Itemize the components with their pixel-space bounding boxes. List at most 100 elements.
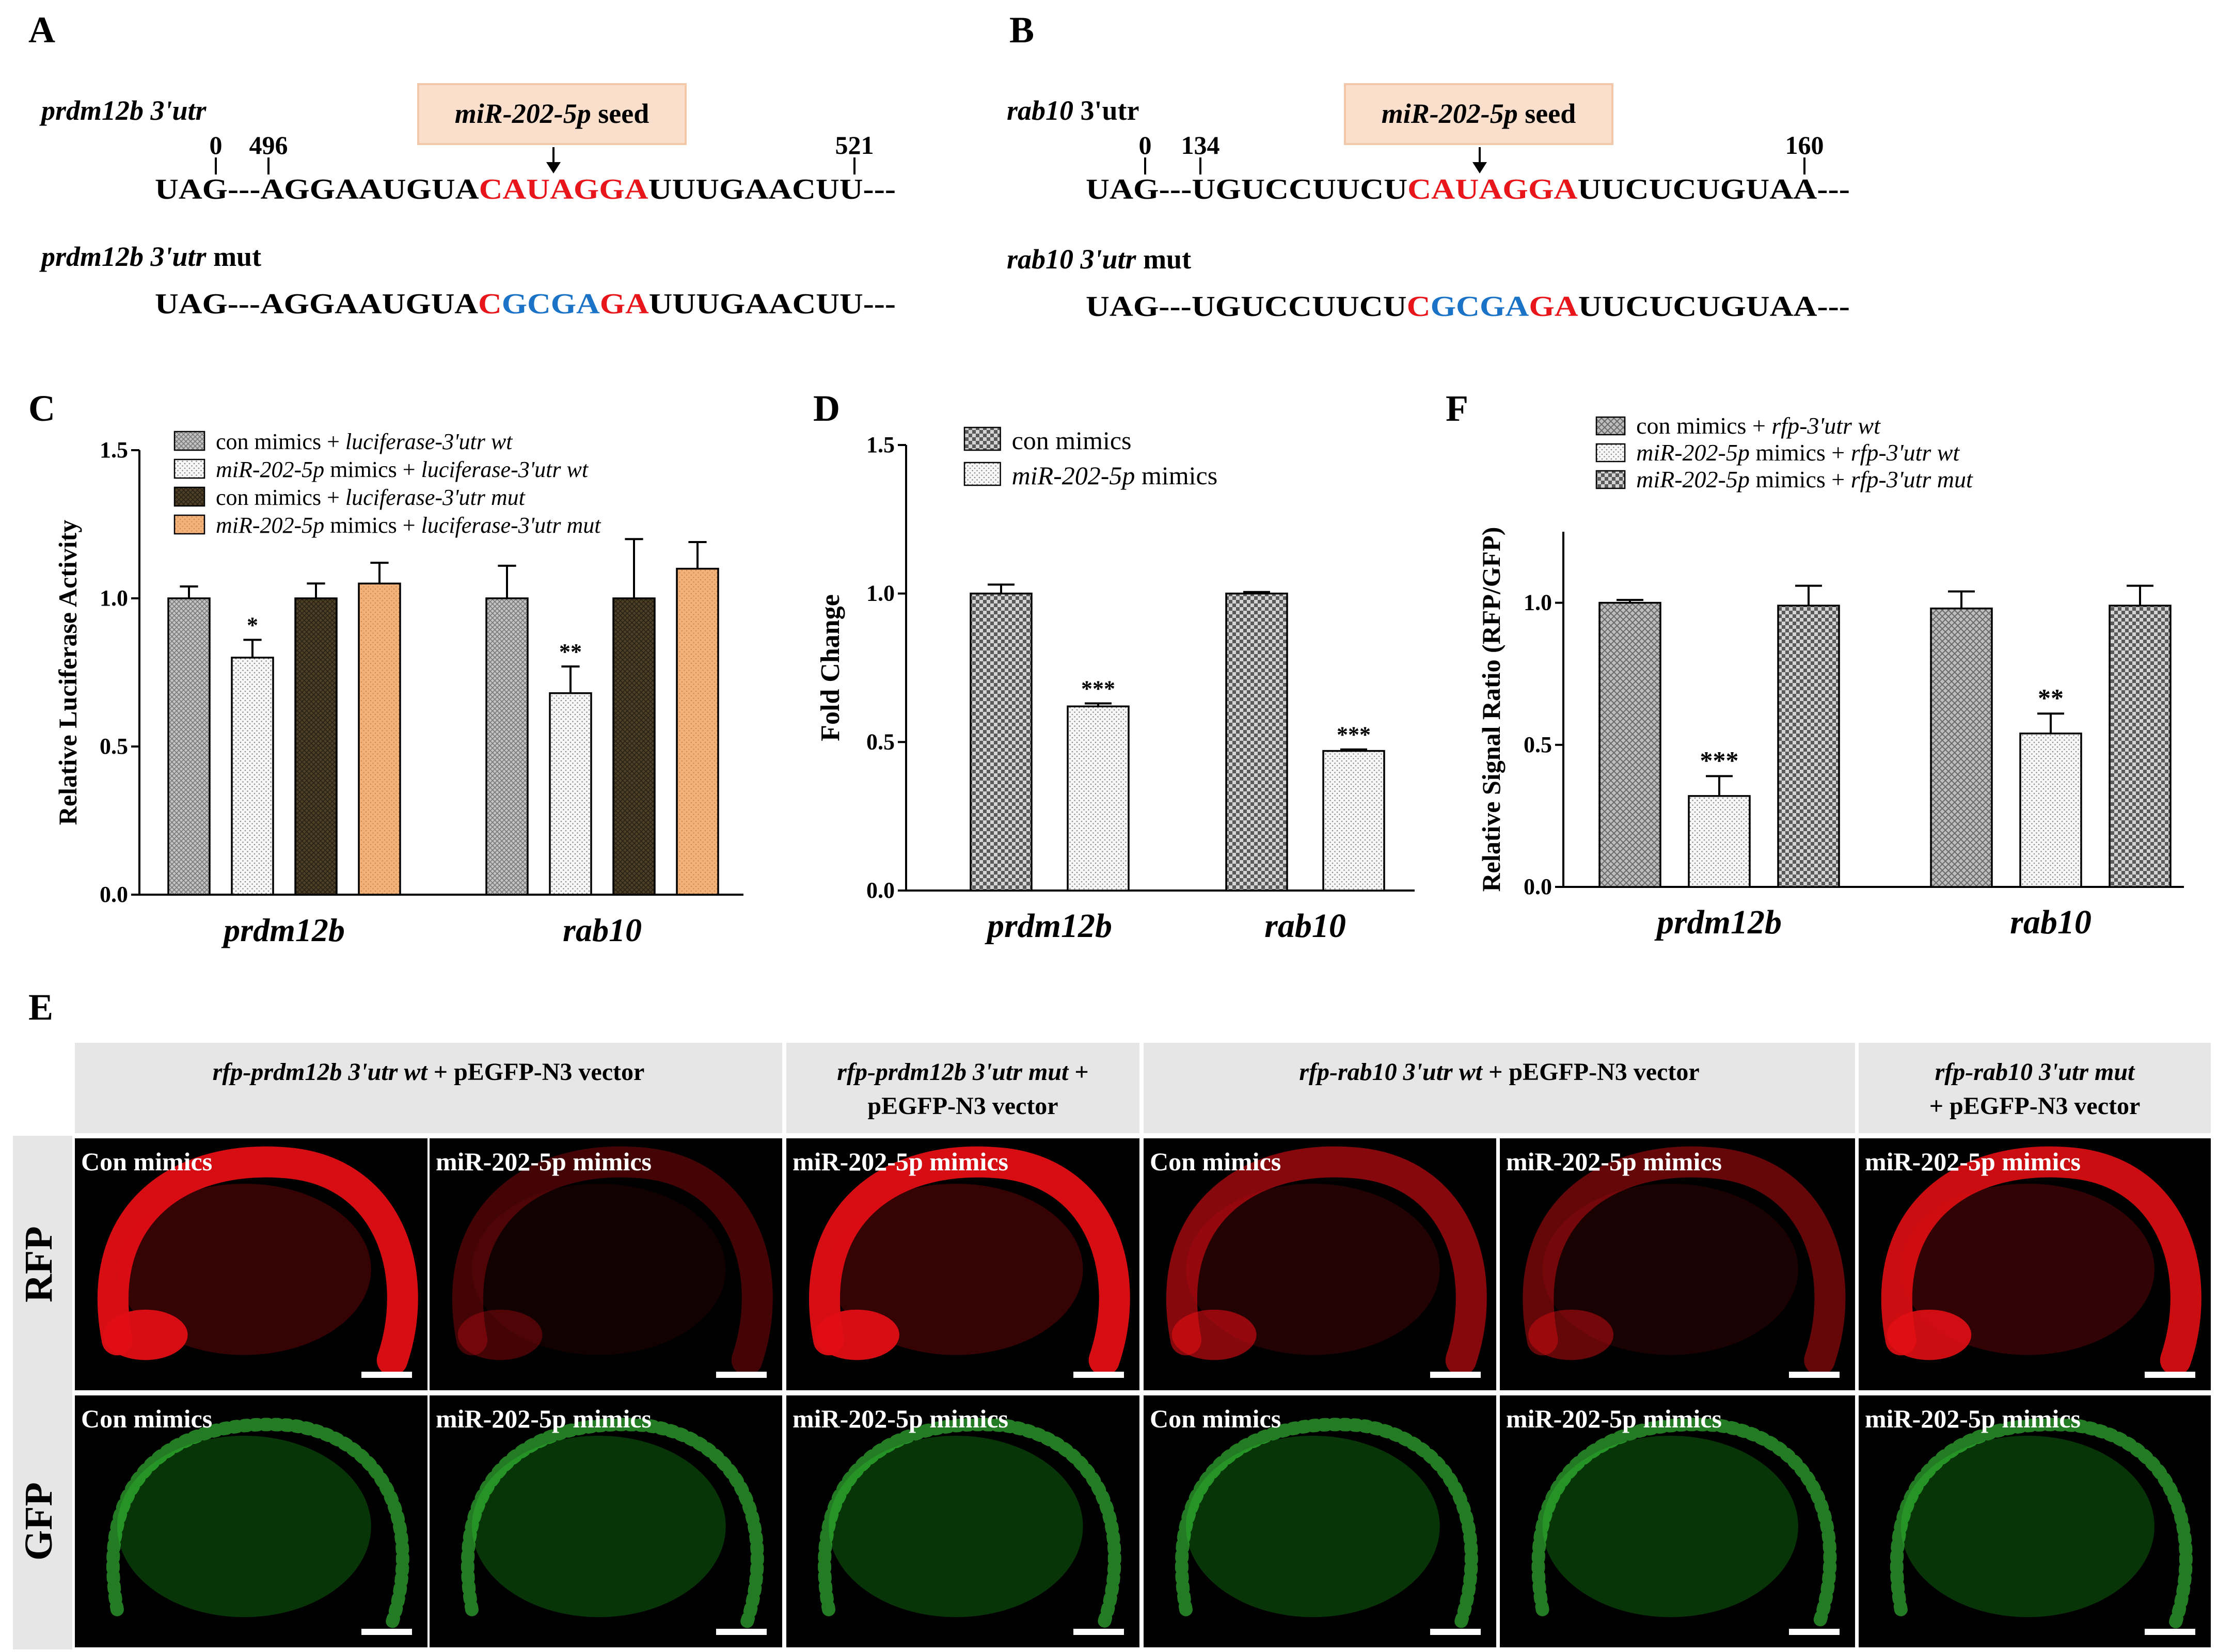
panel-label-d: D [813, 388, 840, 429]
position-start: 134 [1181, 131, 1220, 160]
position-0: 0 [1139, 131, 1152, 160]
legend-label-plain: con mimics + [216, 485, 345, 510]
y-tick-label: 1.0 [1524, 590, 1552, 615]
embryo-trunk [1881, 1146, 2201, 1376]
y-axis-label: Fold Change [816, 594, 845, 741]
embryo-trunk [1166, 1146, 1487, 1376]
y-tick-label: 0.0 [866, 878, 895, 903]
legend-label-plain: con mimics + [216, 429, 345, 454]
embryo-trunk [97, 1146, 418, 1376]
gfp-spots [817, 1418, 1121, 1629]
panel-label-b: B [1009, 9, 1034, 51]
seed-box [1344, 83, 1613, 145]
panel-label-f: F [1446, 388, 1468, 429]
image-label: Con mimics [1150, 1404, 1281, 1433]
image-label: Con mimics [1150, 1147, 1281, 1176]
legend-label: miR-202-5p mimics + luciferase-3'utr mut [216, 513, 601, 538]
legend-label: miR-202-5p mimics + rfp-3'utr mut [1636, 466, 1973, 493]
gfp-spots [1890, 1418, 2193, 1629]
category-label: rab10 [2010, 903, 2092, 941]
panel-b-sequence: miR-202-5p seed rab10 3'utr 0 134 160 UA… [1007, 83, 1850, 323]
legend-label-italic-a: miR-202-5p [216, 457, 324, 482]
mut-sequence: UAG---AGGAAUGUA CGCGA GA UUUGAACUU--- [155, 288, 896, 320]
image-label: Con mimics [81, 1404, 212, 1433]
rfp-image [430, 1138, 782, 1390]
chart-d-fold-change: 0.0 0.5 1.0 1.5 Fold Change *** prdm12b *** rab1… [816, 426, 1415, 945]
significance-label: * [247, 612, 258, 638]
panel-e-imaging: RFP GFP rfp-prdm12b 3'utr wt + pEGFP-N3 ve… [13, 1043, 2211, 1649]
category-label: prdm12b [221, 912, 345, 948]
bar [1688, 795, 1751, 888]
legend-label-italic-a: miR-202-5p [1636, 439, 1750, 466]
legend-label: con mimics + luciferase-3'utr wt [216, 429, 513, 454]
gfp-spots [1531, 1418, 1837, 1629]
gfp-image [786, 1395, 1139, 1647]
y-tick-label: 0.5 [1524, 732, 1552, 757]
y-axis-label: Relative Signal Ratio (RFP/GFP) [1477, 527, 1506, 892]
legend-label-plain: mimics [1135, 461, 1217, 490]
position-0: 0 [210, 131, 223, 160]
bar [549, 692, 592, 896]
seed-arrowhead [546, 162, 561, 173]
image-label: miR-202-5p mimics [436, 1147, 652, 1176]
bar [358, 582, 401, 896]
position-start: 496 [249, 131, 288, 160]
y-tick-label: 1.0 [866, 581, 895, 606]
bar [294, 597, 338, 896]
embryo-yolk [1900, 1183, 2154, 1355]
image-label: miR-202-5p mimics [436, 1404, 652, 1433]
mut-sequence: UAG---UGUCCUUCU CGCGA GA UUCUCUGUAA--- [1086, 291, 1850, 323]
legend-label-italic-a: miR-202-5p [1012, 461, 1135, 490]
embryo-yolk [471, 1436, 726, 1617]
embryo-yolk [1900, 1436, 2154, 1617]
embryo-head [814, 1309, 899, 1360]
chart-f-signal-ratio: 0.0 0.5 1.0 Relative Signal Ratio (RFP/GFP)… [1477, 412, 2184, 941]
embryo-yolk [1542, 1183, 1798, 1355]
image-label: Con mimics [81, 1147, 212, 1176]
utr-title: prdm12b 3'utr [39, 95, 207, 126]
image-label: miR-202-5p mimics [793, 1404, 1008, 1433]
row-label: RFP [17, 1226, 60, 1302]
bar [2019, 733, 2082, 888]
embryo-head [457, 1309, 543, 1360]
column-header-italic: rfp-prdm12b 3'utr wt [213, 1058, 429, 1086]
bar [1930, 607, 1993, 888]
column-header-plain: + pEGFP-N3 vector [427, 1058, 645, 1086]
rfp-image [1500, 1138, 1855, 1390]
embryo-yolk [471, 1183, 726, 1355]
legend-swatch [963, 426, 1001, 451]
legend-label: con mimics [1012, 426, 1132, 455]
bar [231, 657, 274, 896]
bar [1322, 750, 1385, 892]
gfp-image [1500, 1395, 1855, 1647]
column-header-plain: + pEGFP-N3 vector [1482, 1058, 1700, 1086]
legend-label: miR-202-5p mimics [1012, 461, 1218, 490]
legend-label-italic-b: rfp-3'utr wt [1771, 412, 1881, 439]
legend-label: con mimics + luciferase-3'utr mut [216, 485, 526, 510]
wt-sequence: UAG---UGUCCUUCU CAUAGGA UUCUCUGUAA--- [1086, 173, 1850, 205]
significance-label: ** [559, 639, 582, 664]
y-tick-label: 1.5 [100, 437, 128, 463]
legend-label: miR-202-5p mimics + rfp-3'utr wt [1636, 439, 1960, 466]
embryo-trunk [452, 1146, 773, 1376]
legend-label-plain: mimics + [1750, 466, 1851, 493]
bar [485, 597, 529, 896]
y-tick-label: 0.0 [100, 882, 128, 907]
image-label: miR-202-5p mimics [1865, 1147, 2081, 1176]
column-header-plain: + [1068, 1058, 1088, 1086]
bar [676, 567, 719, 896]
category-label: prdm12b [985, 907, 1112, 945]
legend-label: con mimics + rfp-3'utr wt [1636, 412, 1881, 439]
gfp-spots [1175, 1418, 1478, 1629]
embryo-head [103, 1309, 188, 1360]
column-header: rfp-prdm12b 3'utr wt + pEGFP-N3 vector [213, 1058, 645, 1086]
significance-label: *** [1337, 722, 1371, 748]
wt-sequence: UAG---AGGAAUGUA CAUAGGA UUUGAACUU--- [155, 173, 896, 205]
seed-box-label: miR-202-5p seed [1382, 98, 1576, 129]
image-label: miR-202-5p mimics [1506, 1147, 1722, 1176]
embryo-trunk [809, 1146, 1130, 1376]
column-header-box [1859, 1043, 2211, 1133]
seed-box [417, 83, 687, 145]
y-tick-label: 0.0 [1524, 874, 1552, 899]
